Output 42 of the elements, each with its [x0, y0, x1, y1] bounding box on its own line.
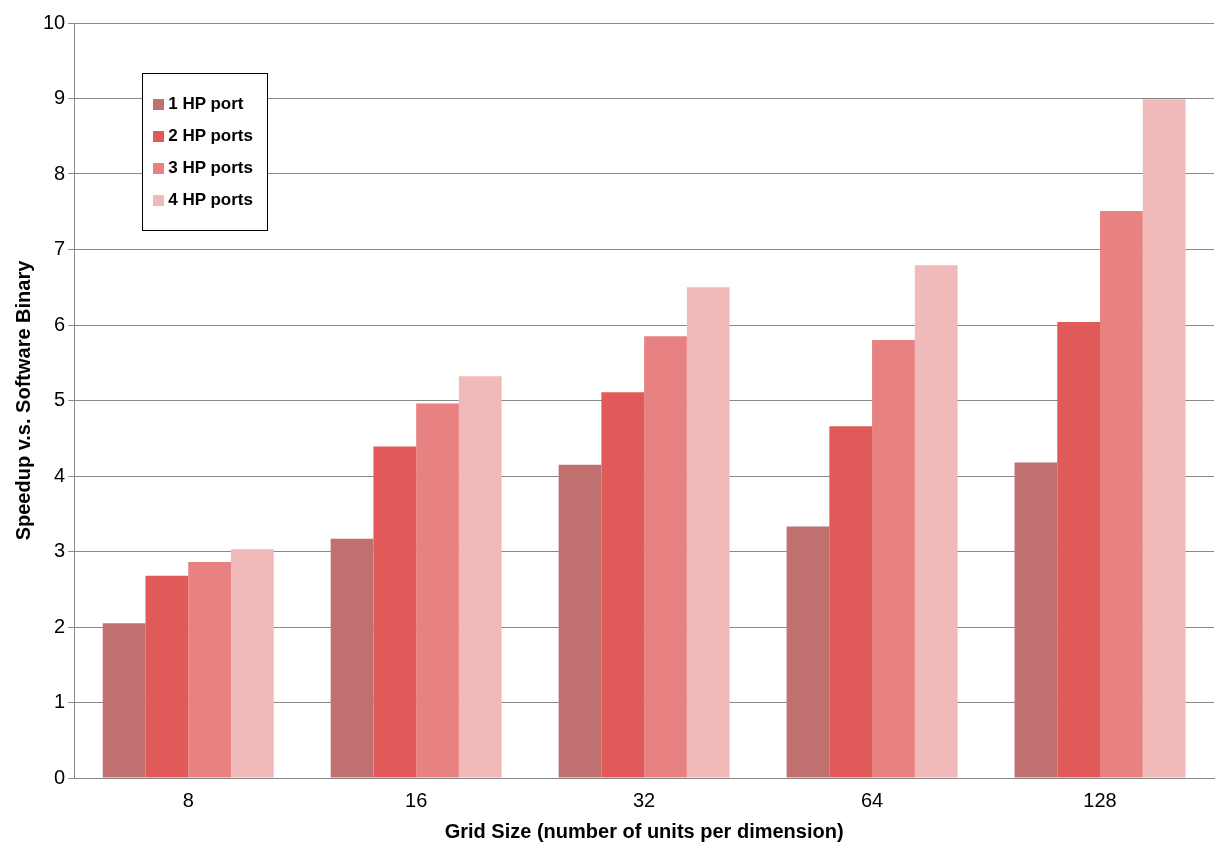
y-tick-label: 2 — [54, 614, 66, 637]
bar — [230, 549, 274, 778]
bar — [686, 287, 730, 778]
bar — [829, 426, 873, 778]
bar — [601, 392, 645, 778]
x-tick-label: 32 — [633, 788, 656, 811]
y-tick-label: 7 — [54, 237, 66, 260]
legend-label: 3 HP ports — [168, 158, 253, 178]
x-axis-title: Grid Size (number of units per dimension) — [444, 819, 844, 842]
x-tick-label: 16 — [405, 788, 428, 811]
legend-label: 2 HP ports — [168, 126, 253, 146]
bar — [558, 464, 602, 778]
bar — [786, 526, 830, 778]
bar — [872, 340, 915, 778]
bar — [102, 623, 146, 778]
bar — [330, 538, 374, 778]
bar — [1100, 211, 1143, 778]
y-tick-label: 9 — [54, 86, 66, 109]
bar — [458, 376, 502, 778]
legend-label: 4 HP ports — [168, 190, 253, 210]
y-tick-label: 5 — [54, 388, 66, 411]
bar — [145, 575, 189, 778]
bar — [1142, 99, 1186, 778]
bar — [914, 265, 958, 778]
bar — [188, 562, 231, 778]
y-tick-label: 0 — [54, 765, 66, 788]
y-tick-label: 10 — [43, 10, 66, 33]
bar — [644, 336, 687, 778]
y-tick-label: 8 — [54, 161, 66, 184]
y-tick-label: 1 — [54, 690, 66, 713]
y-axis-title: Speedup v.s. Software Binary — [11, 259, 34, 541]
y-tick-label: 6 — [54, 312, 66, 335]
bar — [1057, 321, 1101, 778]
x-tick-label: 64 — [860, 788, 884, 811]
y-tick-label: 3 — [54, 539, 66, 562]
y-tick-label: 4 — [54, 463, 66, 486]
x-tick-label: 128 — [1083, 788, 1117, 811]
bar — [1014, 462, 1058, 778]
bar — [416, 403, 459, 778]
x-tick-label: 8 — [182, 788, 194, 811]
bar — [373, 446, 417, 778]
legend-label: 1 HP port — [168, 94, 244, 114]
